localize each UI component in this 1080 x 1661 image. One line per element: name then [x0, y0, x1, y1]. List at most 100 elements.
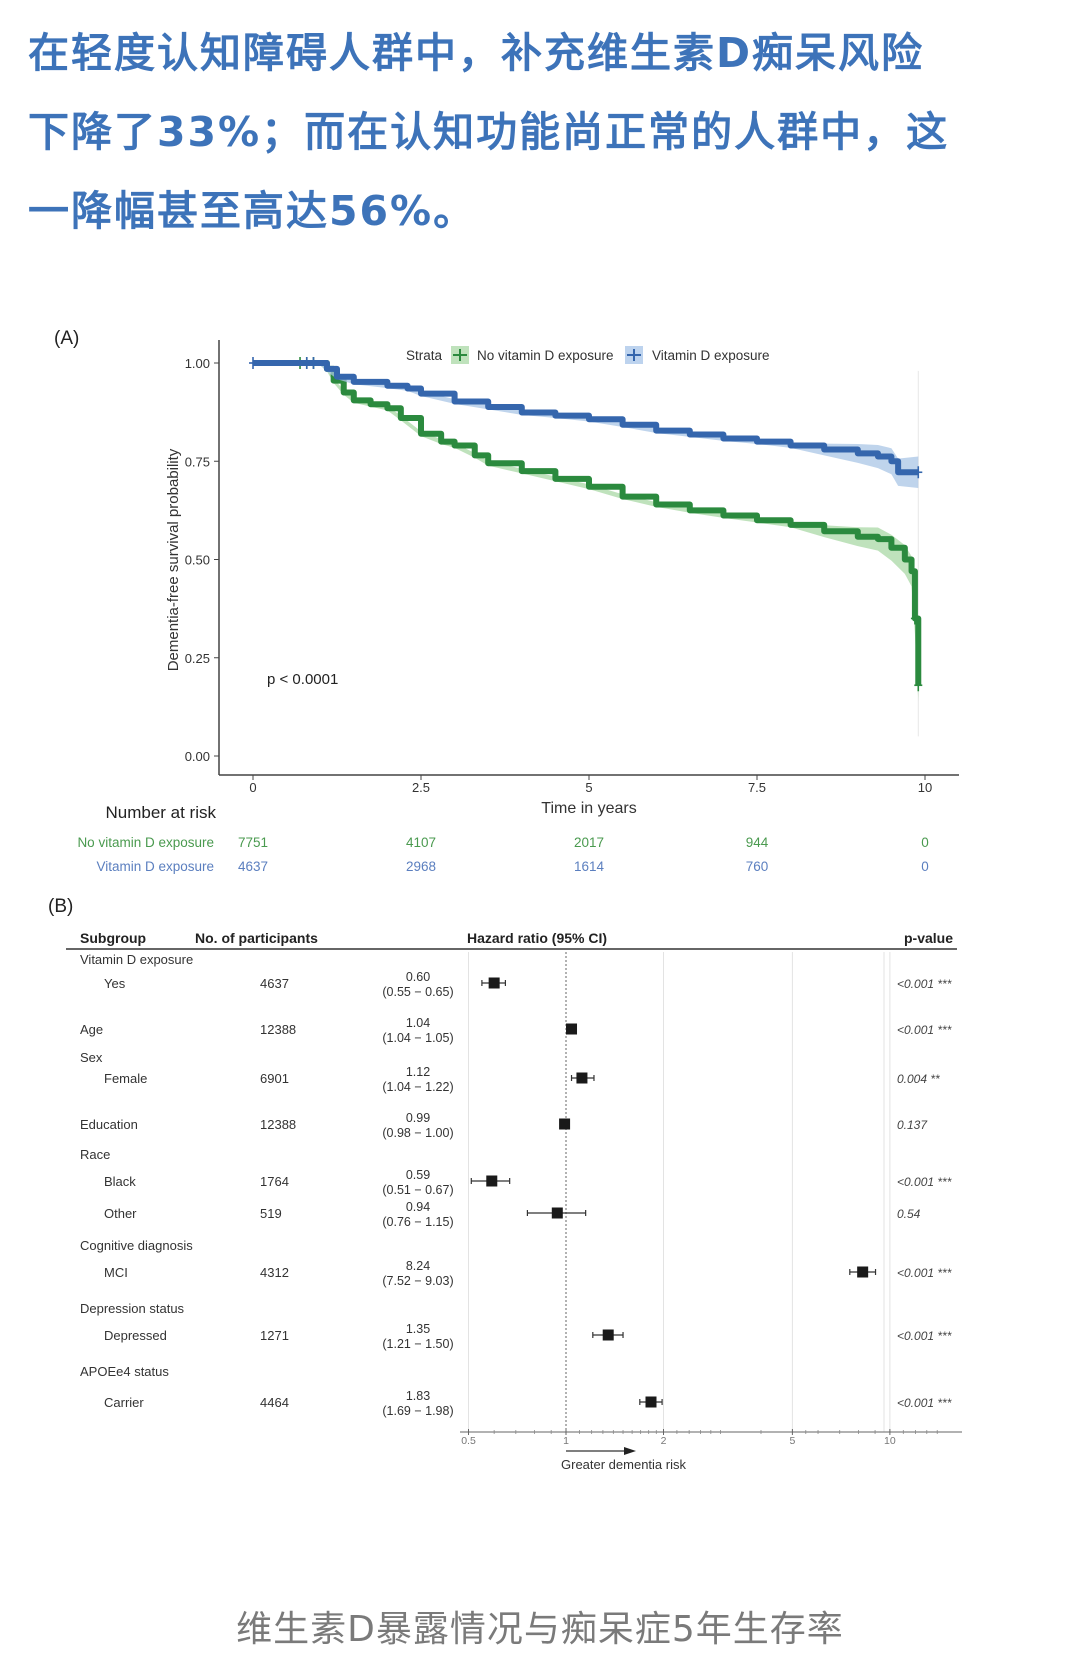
risk-count: 0 — [921, 835, 929, 850]
risk-count: 4107 — [406, 835, 436, 850]
forest-row-pvalue: 0.137 — [897, 1118, 928, 1132]
forest-row-label: Other — [104, 1206, 137, 1221]
risk-count: 944 — [746, 835, 769, 850]
forest-group-header: Race — [80, 1147, 110, 1162]
forest-row-ci: (0.98 − 1.00) — [382, 1126, 453, 1140]
risk-count: 4637 — [238, 859, 268, 874]
forest-row-hr: 1.83 — [406, 1389, 430, 1403]
forest-row-pvalue: 0.004 ** — [897, 1072, 940, 1086]
risk-count: 2968 — [406, 859, 436, 874]
forest-x-tick-label: 5 — [789, 1435, 795, 1447]
forest-row-ci: (0.76 − 1.15) — [382, 1215, 453, 1229]
forest-row-participants: 6901 — [260, 1071, 289, 1086]
forest-row-hr: 8.24 — [406, 1259, 430, 1273]
forest-row-participants: 12388 — [260, 1117, 296, 1132]
forest-row-pvalue: <0.001 *** — [897, 1396, 952, 1410]
forest-row-label: Depressed — [104, 1328, 167, 1343]
km-x-tick-label: 0 — [249, 780, 256, 795]
legend-title: Strata — [406, 348, 443, 363]
forest-row-pvalue: <0.001 *** — [897, 1329, 952, 1343]
forest-col-pvalue: p-value — [904, 930, 953, 946]
forest-row-label: Carrier — [104, 1395, 144, 1410]
forest-row-label: Age — [80, 1022, 103, 1037]
forest-point-estimate — [559, 1118, 571, 1130]
forest-point-estimate — [645, 1396, 657, 1408]
km-y-tick-label: 1.00 — [185, 356, 210, 371]
forest-group-header: Vitamin D exposure — [80, 952, 193, 967]
forest-x-tick-label: 1 — [563, 1435, 569, 1447]
forest-x-tick-label: 2 — [661, 1435, 667, 1447]
forest-x-tick-label: 0.5 — [461, 1435, 476, 1447]
forest-row-hr: 1.04 — [406, 1016, 430, 1030]
km-x-tick-label: 2.5 — [412, 780, 430, 795]
km-curves — [249, 357, 923, 702]
forest-row-pvalue: <0.001 *** — [897, 1175, 952, 1189]
km-x-tick-label: 5 — [585, 780, 592, 795]
legend-key-no-vitamin-d — [451, 346, 469, 364]
forest-point-estimate — [551, 1207, 563, 1219]
greater-risk-arrow-head — [624, 1447, 636, 1455]
forest-x-tick-label: 10 — [884, 1435, 896, 1447]
forest-row-ci: (0.55 − 0.65) — [382, 985, 453, 999]
forest-row-participants: 4637 — [260, 976, 289, 991]
panel-a-label: (A) — [54, 328, 79, 349]
forest-row-ci: (7.52 − 9.03) — [382, 1274, 453, 1288]
km-legend: Strata No vitamin D exposure Vitamin D e… — [406, 346, 770, 364]
forest-group-header: Depression status — [80, 1301, 185, 1316]
forest-row-ci: (1.21 − 1.50) — [382, 1337, 453, 1351]
forest-col-participants: No. of participants — [195, 930, 318, 946]
forest-row-hr: 0.94 — [406, 1200, 430, 1214]
headline: 在轻度认知障碍人群中，补充维生素D痴呆风险 下降了33%；而在认知功能尚正常的人… — [28, 14, 1058, 251]
km-x-tick-label: 7.5 — [748, 780, 766, 795]
km-curve-vitamin-d — [253, 360, 919, 476]
headline-line-1: 在轻度认知障碍人群中，补充维生素D痴呆风险 — [28, 29, 925, 77]
headline-line-3: 一降幅甚至高达56%。 — [28, 187, 477, 235]
km-x-tick-label: 10 — [918, 780, 932, 795]
risk-count: 2017 — [574, 835, 604, 850]
forest-row-participants: 1764 — [260, 1174, 289, 1189]
forest-row-hr: 0.59 — [406, 1168, 430, 1182]
forest-col-hr: Hazard ratio (95% CI) — [467, 930, 607, 946]
forest-row-pvalue: 0.54 — [897, 1207, 921, 1221]
km-y-tick-label: 0.50 — [185, 553, 210, 568]
forest-row-label: Black — [104, 1174, 136, 1189]
forest-point-estimate — [488, 977, 500, 989]
forest-row-label: Female — [104, 1071, 147, 1086]
forest-row-participants: 4464 — [260, 1395, 289, 1410]
forest-row-hr: 1.35 — [406, 1322, 430, 1336]
forest-row-participants: 1271 — [260, 1328, 289, 1343]
forest-point-estimate — [486, 1175, 498, 1187]
km-p-value-annotation: p < 0.0001 — [267, 671, 338, 688]
forest-row-participants: 4312 — [260, 1265, 289, 1280]
forest-row-participants: 519 — [260, 1206, 282, 1221]
risk-table: No vitamin D exposure 7751 4107 2017 944 0 Vit… — [77, 835, 928, 874]
forest-row-ci: (1.69 − 1.98) — [382, 1404, 453, 1418]
risk-row-label: Vitamin D exposure — [96, 859, 214, 874]
forest-x-axis-label: Greater dementia risk — [561, 1457, 686, 1472]
forest-col-subgroup: Subgroup — [80, 930, 146, 946]
forest-row-pvalue: <0.001 *** — [897, 1023, 952, 1037]
forest-point-estimate — [857, 1266, 869, 1278]
forest-group-header: Cognitive diagnosis — [80, 1238, 193, 1253]
forest-point-estimate — [602, 1329, 614, 1341]
forest-row-hr: 0.60 — [406, 970, 430, 984]
figure-caption: 维生素D暴露情况与痴呆症5年生存率 — [236, 1609, 844, 1650]
km-y-tick-label: 0.00 — [185, 749, 210, 764]
forest-row-ci: (1.04 − 1.22) — [382, 1080, 453, 1094]
risk-count: 7751 — [238, 835, 268, 850]
km-y-tick-label: 0.75 — [185, 454, 210, 469]
km-y-axis-label: Dementia-free survival probability — [165, 448, 182, 671]
forest-group-header: APOEe4 status — [80, 1364, 169, 1379]
forest-row-hr: 1.12 — [406, 1065, 430, 1079]
forest-row-pvalue: <0.001 *** — [897, 1266, 952, 1280]
risk-count: 0 — [921, 859, 929, 874]
forest-row-hr: 0.99 — [406, 1111, 430, 1125]
forest-row-label: MCI — [104, 1265, 128, 1280]
forest-row-ci: (0.51 − 0.67) — [382, 1183, 453, 1197]
risk-count: 760 — [746, 859, 769, 874]
forest-point-estimate — [576, 1072, 588, 1084]
panel-b-label: (B) — [48, 896, 73, 917]
km-x-axis-label: Time in years — [541, 800, 636, 817]
